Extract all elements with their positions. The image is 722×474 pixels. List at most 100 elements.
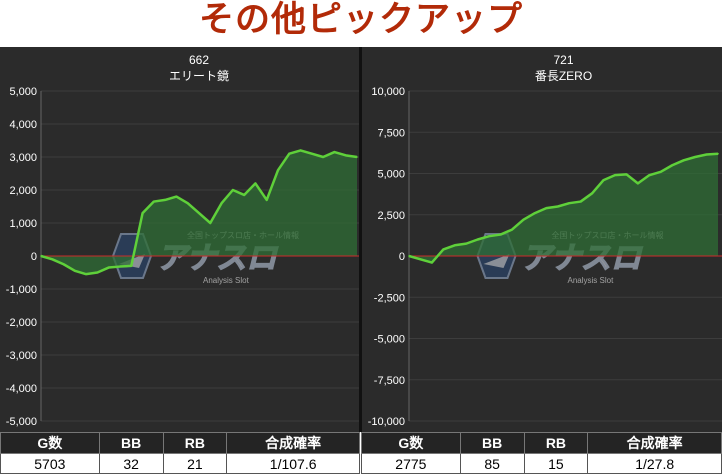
stats-header-rb: RB [162, 432, 228, 454]
series-area [41, 150, 357, 275]
data-point [717, 152, 719, 155]
data-point [476, 238, 479, 241]
chart-panel-left: 662 エリート鏡 5,000 4,000 3,000 2,000 1,000 0 -1,000… [0, 47, 359, 432]
data-point [288, 152, 291, 155]
data-point [333, 151, 336, 153]
data-point [671, 164, 674, 167]
y-tick-label: 5,000 [9, 86, 37, 98]
data-point [591, 192, 593, 195]
chart-subtitle: 番長ZERO [535, 69, 592, 83]
data-point [186, 202, 189, 204]
data-point [453, 244, 456, 247]
data-point [85, 273, 87, 275]
data-point [119, 265, 121, 268]
stats-combined-value: 1/27.8 [587, 453, 722, 474]
stats-header-combined: 合成確率 [587, 432, 722, 454]
data-point [408, 255, 410, 257]
watermark-subtitle: Analysis Slot [568, 276, 615, 285]
data-point [51, 258, 54, 261]
data-point [198, 212, 200, 214]
y-tick-label: 3,000 [9, 152, 37, 164]
watermark-subtitle: Analysis Slot [203, 276, 250, 285]
stats-header-row: G数 BB RB 合成確率 [0, 432, 360, 454]
data-point [209, 222, 212, 224]
y-tick-label: -5,000 [6, 416, 37, 428]
stats-header-row: G数 BB RB 合成確率 [361, 432, 722, 454]
stats-value-row: 5703 32 21 1/107.6 [0, 453, 360, 474]
y-tick-label: -10,000 [368, 416, 405, 428]
data-point [254, 182, 257, 185]
logo-swoosh [483, 254, 510, 268]
stats-header-bb: BB [459, 432, 525, 454]
data-point [265, 199, 268, 201]
chart-title: 662 [189, 53, 209, 67]
data-point [74, 270, 76, 272]
series-line [408, 152, 719, 264]
data-point [322, 156, 324, 158]
y-tick-label: 7,500 [377, 127, 405, 139]
page-header: その他ピックアップ [0, 0, 722, 46]
y-tick-label: -1,000 [6, 284, 37, 296]
y-tick-label: 5,000 [377, 169, 405, 181]
y-tick-label: 1,000 [9, 218, 37, 230]
stats-combined-value: 1/107.6 [226, 453, 360, 474]
y-tick-label: 2,000 [9, 185, 37, 197]
data-point [579, 200, 582, 203]
data-point [648, 174, 651, 176]
data-point [568, 202, 571, 204]
panel-divider [359, 47, 362, 432]
y-tick-label: 10,000 [371, 86, 405, 98]
data-point [243, 194, 245, 196]
y-tick-label: -2,000 [6, 317, 37, 329]
stats-value-row: 2775 85 15 1/27.8 [361, 453, 722, 474]
data-point [637, 182, 639, 185]
y-tick-label: -7,500 [374, 375, 405, 387]
data-point [465, 242, 468, 245]
data-point [299, 149, 302, 152]
stats-table-right: G数 BB RB 合成確率 2775 85 15 1/27.8 [361, 432, 722, 474]
stats-bb-value: 32 [98, 453, 164, 474]
data-point [311, 152, 313, 155]
data-point [141, 212, 144, 214]
data-point [614, 174, 616, 176]
series-area [409, 153, 718, 263]
data-point [153, 200, 155, 203]
y-tick-label: -4,000 [6, 383, 37, 395]
data-point [164, 199, 166, 201]
data-point [419, 258, 422, 261]
stats-header-games: G数 [0, 432, 100, 454]
data-point [534, 212, 536, 214]
data-point [694, 156, 696, 158]
stats-games-value: 5703 [0, 453, 100, 474]
chart-subtitle: エリート鏡 [169, 68, 229, 83]
data-point [356, 156, 358, 158]
data-point [130, 265, 133, 267]
y-tick-label: 4,000 [9, 119, 37, 131]
data-point [344, 154, 347, 157]
data-point [277, 169, 279, 171]
y-tick-label: -3,000 [6, 350, 37, 362]
data-point [40, 255, 42, 257]
chart-title: 721 [553, 53, 573, 67]
data-point [488, 235, 490, 237]
stats-rb-value: 21 [162, 453, 228, 474]
stats-bb-value: 85 [459, 453, 525, 474]
data-point [220, 202, 223, 204]
data-point [659, 171, 662, 173]
data-point [232, 189, 234, 191]
y-tick-label: 0 [399, 251, 405, 263]
stats-header-rb: RB [523, 432, 589, 454]
data-point [175, 195, 178, 198]
data-point [511, 228, 513, 231]
y-tick-label: -2,500 [374, 292, 405, 304]
data-point [545, 207, 548, 209]
y-tick-label: 0 [31, 251, 37, 263]
stats-area: G数 BB RB 合成確率 5703 32 21 1/107.6 G数 BB R… [0, 432, 722, 474]
chart-panel-right: 721 番長ZERO 10,000 7,500 5,000 2,500 0 -2,500 -5,… [362, 47, 722, 432]
stats-games-value: 2775 [361, 453, 461, 474]
data-point [62, 263, 65, 266]
data-point [107, 266, 110, 269]
data-point [602, 179, 605, 181]
y-tick-label: 2,500 [377, 210, 405, 222]
